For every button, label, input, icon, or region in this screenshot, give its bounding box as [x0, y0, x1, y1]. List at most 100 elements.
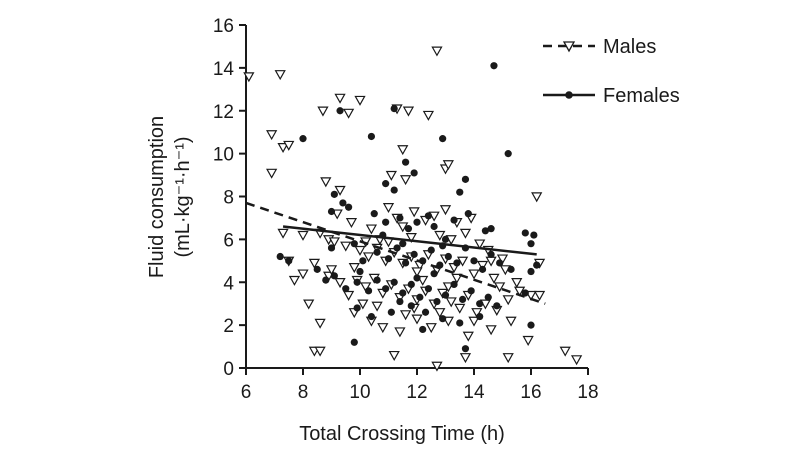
female-point [413, 218, 421, 226]
male-point [445, 297, 457, 308]
female-point [327, 244, 336, 252]
male-point [334, 93, 346, 104]
legend-females-label: Females [603, 85, 680, 107]
male-point [360, 282, 372, 293]
female-point [424, 285, 432, 293]
female-point [493, 302, 501, 310]
male-point [314, 346, 326, 357]
y-tick-label: 6 [223, 230, 234, 251]
male-point [468, 269, 480, 280]
female-point [533, 261, 541, 269]
male-point [354, 95, 366, 106]
female-point [450, 216, 458, 224]
females-trend-line [282, 225, 537, 256]
female-point [382, 285, 390, 293]
female-point [487, 250, 495, 258]
male-point [425, 323, 437, 334]
female-point [367, 312, 375, 321]
y-tick-label: 0 [223, 359, 234, 380]
male-point [405, 233, 417, 244]
female-point [373, 276, 381, 284]
female-point [330, 190, 338, 198]
y-tick-label: 2 [223, 316, 234, 337]
male-point [399, 310, 412, 321]
male-point [431, 361, 443, 372]
female-point [402, 158, 410, 166]
male-point [274, 70, 286, 81]
female-point [359, 257, 367, 265]
female-point [353, 304, 361, 312]
female-point [387, 308, 395, 316]
female-point [453, 259, 461, 267]
males-trend-line [245, 201, 546, 305]
female-point [430, 222, 438, 231]
female-point [364, 287, 373, 295]
female-point [350, 240, 358, 248]
male-point [422, 110, 435, 121]
female-point [370, 210, 378, 218]
male-point [288, 275, 301, 286]
male-point [408, 207, 420, 218]
female-point [504, 150, 512, 158]
x-tick-label: 16 [520, 382, 541, 403]
male-point [283, 140, 295, 151]
female-point [521, 229, 529, 237]
male-point [451, 273, 463, 284]
male-point [522, 335, 534, 346]
y-axis-title-line1: Fluid consumption [146, 116, 168, 278]
females-points [276, 62, 541, 353]
male-point [354, 245, 366, 256]
male-point [382, 203, 395, 214]
female-point [527, 240, 535, 248]
female-point [313, 265, 321, 273]
male-point [411, 267, 423, 278]
x-tick-label: 6 [241, 382, 252, 403]
female-point [459, 295, 467, 303]
x-axis: 6 8 10 12 14 16 18 [241, 367, 599, 403]
female-point [421, 308, 430, 316]
female-point [339, 199, 347, 207]
female-point [496, 259, 504, 267]
female-point [433, 297, 441, 306]
male-point [559, 346, 571, 357]
male-point [362, 252, 375, 263]
female-point [427, 246, 435, 254]
male-point [468, 316, 480, 327]
male-point [325, 265, 338, 276]
y-axis: 0 2 4 6 8 10 12 14 16 [213, 16, 247, 380]
x-tick-label: 12 [406, 382, 427, 403]
male-point [471, 308, 483, 319]
female-point [419, 325, 427, 334]
female-point [444, 252, 452, 261]
y-tick-label: 16 [213, 16, 234, 37]
y-tick-label: 8 [223, 188, 234, 209]
female-point [396, 297, 404, 306]
female-point [441, 235, 450, 243]
male-point [442, 160, 454, 171]
male-point [377, 323, 389, 334]
male-point [266, 130, 278, 141]
male-point [320, 177, 332, 188]
male-point [340, 241, 352, 252]
female-point [441, 291, 450, 299]
y-axis-ticks: 0 2 4 6 8 10 12 14 16 [213, 16, 246, 380]
male-point [476, 260, 489, 271]
male-point [397, 145, 409, 156]
male-point [454, 303, 466, 314]
female-point [399, 240, 407, 248]
legend-item-females: Females [543, 85, 680, 107]
female-point [342, 285, 350, 293]
male-point [345, 218, 358, 229]
female-point [402, 259, 410, 267]
male-point [533, 290, 546, 301]
male-point [494, 282, 506, 293]
male-point [385, 170, 397, 181]
female-point [410, 250, 418, 258]
male-point [334, 185, 346, 196]
female-point [470, 257, 478, 265]
female-point [345, 203, 353, 211]
male-point [342, 108, 355, 119]
male-point [496, 254, 509, 265]
male-point [434, 308, 446, 319]
male-point [488, 273, 500, 284]
